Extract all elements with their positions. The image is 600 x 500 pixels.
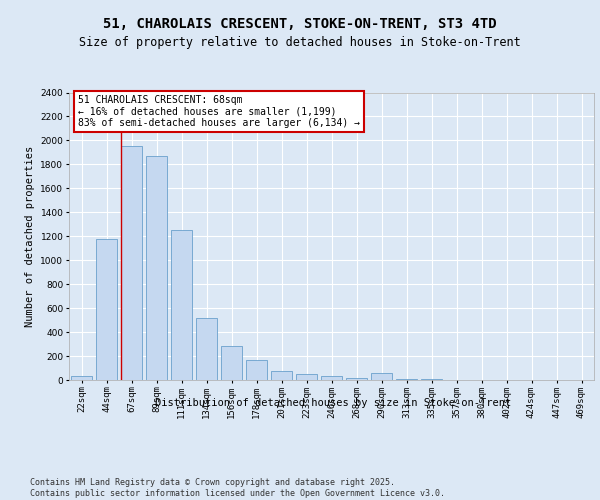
Bar: [221, 346, 242, 380]
Text: 51 CHAROLAIS CRESCENT: 68sqm
← 16% of detached houses are smaller (1,199)
83% of: 51 CHAROLAIS CRESCENT: 68sqm ← 16% of de…: [78, 95, 360, 128]
Bar: [171, 230, 192, 380]
Text: 51, CHAROLAIS CRESCENT, STOKE-ON-TRENT, ST3 4TD: 51, CHAROLAIS CRESCENT, STOKE-ON-TRENT, …: [103, 18, 497, 32]
Bar: [196, 318, 217, 380]
Bar: [371, 373, 392, 380]
Bar: [396, 379, 417, 380]
Text: Contains HM Land Registry data © Crown copyright and database right 2025.
Contai: Contains HM Land Registry data © Crown c…: [30, 478, 445, 498]
Bar: [346, 378, 367, 380]
Text: Distribution of detached houses by size in Stoke-on-Trent: Distribution of detached houses by size …: [155, 398, 511, 407]
Bar: [296, 374, 317, 380]
Text: Size of property relative to detached houses in Stoke-on-Trent: Size of property relative to detached ho…: [79, 36, 521, 49]
Bar: [121, 146, 142, 380]
Y-axis label: Number of detached properties: Number of detached properties: [25, 146, 35, 327]
Bar: [96, 238, 117, 380]
Bar: [321, 376, 342, 380]
Bar: [271, 371, 292, 380]
Bar: [146, 156, 167, 380]
Bar: [246, 360, 267, 380]
Bar: [71, 376, 92, 380]
